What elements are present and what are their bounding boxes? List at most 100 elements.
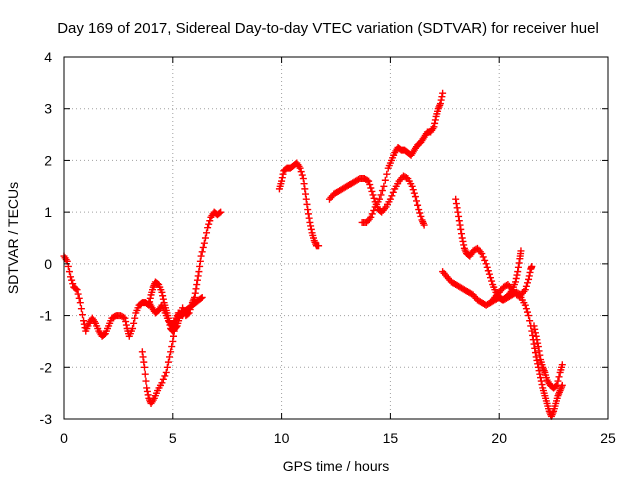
data-point	[278, 177, 286, 185]
y-tick-label-1: -2	[40, 359, 53, 375]
data-point	[279, 170, 287, 178]
x-tick-label-2: 10	[274, 430, 290, 446]
data-point	[522, 305, 530, 313]
x-tick-label-0: 0	[60, 430, 68, 446]
data-point	[453, 204, 461, 212]
data-point	[457, 225, 465, 233]
data-point	[158, 288, 166, 296]
data-point	[553, 381, 561, 389]
data-point	[217, 208, 225, 216]
data-point	[159, 375, 167, 383]
data-point	[458, 234, 466, 242]
data-point	[517, 247, 525, 255]
data-point	[534, 339, 542, 347]
data-point	[514, 263, 522, 271]
data-point	[78, 311, 86, 319]
data-point	[534, 360, 542, 368]
data-point	[540, 367, 548, 375]
data-point	[203, 229, 211, 237]
data-point	[538, 381, 546, 389]
data-point	[368, 187, 376, 195]
data-point	[307, 225, 315, 233]
data-point	[455, 212, 463, 220]
data-point	[75, 294, 83, 302]
data-point	[452, 195, 460, 203]
data-point	[438, 93, 446, 101]
data-point	[416, 209, 424, 217]
data-point	[304, 210, 312, 218]
data-point	[363, 176, 371, 184]
data-point	[378, 187, 386, 195]
data-point	[459, 237, 467, 245]
data-point	[521, 286, 529, 294]
x-tick-label-4: 20	[491, 430, 507, 446]
data-point	[80, 317, 88, 325]
data-point	[161, 372, 169, 380]
data-point	[122, 318, 130, 326]
data-point	[522, 282, 530, 290]
data-point	[536, 370, 544, 378]
data-point	[367, 184, 375, 192]
data-point	[377, 191, 385, 199]
data-point	[525, 272, 533, 280]
data-point	[206, 217, 214, 225]
data-point	[437, 96, 445, 104]
data-point	[531, 329, 539, 337]
data-point	[482, 260, 490, 268]
data-point	[297, 168, 305, 176]
data-point	[530, 340, 538, 348]
series-0	[60, 208, 225, 340]
data-point	[370, 194, 378, 202]
data-point	[436, 101, 444, 109]
data-point	[456, 221, 464, 229]
data-point	[131, 314, 139, 322]
data-point	[138, 348, 146, 356]
data-point	[143, 384, 151, 392]
data-point	[535, 347, 543, 355]
data-point	[460, 241, 468, 249]
data-point	[430, 123, 438, 131]
data-point	[191, 289, 199, 297]
data-point	[488, 277, 496, 285]
data-point	[366, 181, 374, 189]
y-tick-label-5: 2	[44, 152, 52, 168]
data-point	[413, 197, 421, 205]
data-point	[197, 294, 205, 302]
data-point	[370, 206, 378, 214]
data-point	[193, 281, 201, 289]
data-point	[194, 272, 202, 280]
data-point	[169, 337, 177, 345]
data-point	[298, 171, 306, 179]
data-point	[199, 243, 207, 251]
data-point	[457, 230, 465, 238]
data-point	[515, 259, 523, 267]
data-point	[303, 200, 311, 208]
data-point	[73, 286, 81, 294]
y-tick-label-0: -3	[40, 411, 53, 427]
data-point	[386, 195, 394, 203]
x-tick-label-5: 25	[600, 430, 616, 446]
data-point	[514, 268, 522, 276]
data-point	[408, 182, 416, 190]
data-point	[531, 349, 539, 357]
data-point	[144, 391, 152, 399]
data-point	[431, 116, 439, 124]
data-point	[531, 344, 539, 352]
data-point	[479, 253, 487, 261]
data-point	[200, 239, 208, 247]
data-point	[300, 180, 308, 188]
data-point	[526, 317, 534, 325]
data-point	[198, 248, 206, 256]
data-point	[122, 321, 130, 329]
data-point	[141, 363, 149, 371]
data-point	[452, 200, 460, 208]
data-point	[528, 262, 536, 270]
data-point	[368, 210, 376, 218]
data-point	[69, 280, 77, 288]
data-point	[534, 343, 542, 351]
data-point	[129, 325, 137, 332]
data-point	[454, 208, 462, 216]
data-point	[159, 292, 167, 300]
y-tick-label-4: 1	[44, 204, 52, 220]
data-point	[410, 189, 418, 197]
